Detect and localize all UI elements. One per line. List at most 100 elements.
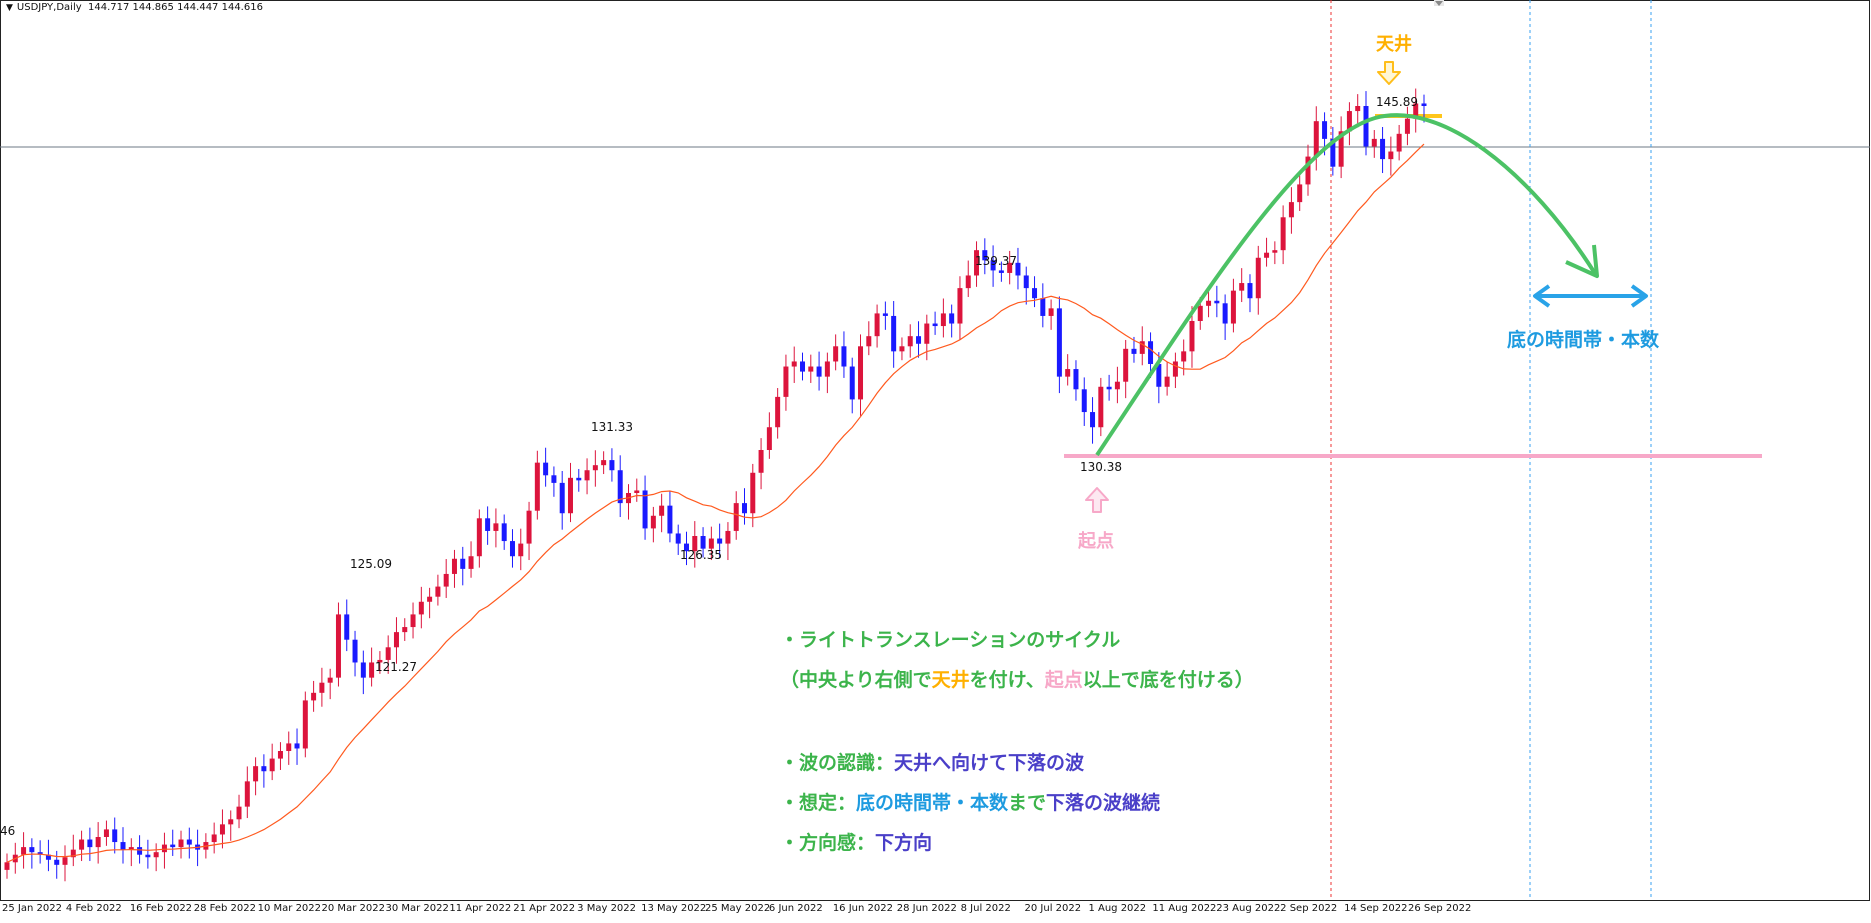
x-tick-label: 6 Jun 2022 — [768, 903, 823, 914]
x-tick-label: 13 May 2022 — [641, 903, 707, 914]
scroll-marker-icon — [1435, 1, 1443, 6]
candle-body — [302, 700, 308, 749]
candle-body — [427, 596, 433, 602]
wave-line — [1095, 113, 1598, 457]
candle-body — [1355, 106, 1361, 112]
candle-body — [1264, 252, 1270, 258]
high-label-3: 139.37 — [975, 254, 1017, 268]
candle-body — [1247, 283, 1253, 299]
candle-body — [808, 366, 814, 372]
candle-body — [1123, 348, 1129, 382]
candle-body — [907, 336, 913, 347]
candle-body — [402, 627, 408, 633]
note-line-5-a: ・方向感： — [780, 832, 876, 854]
candle-body — [824, 361, 830, 377]
note-line-2-top: 天井 — [931, 669, 970, 691]
x-tick-label: 28 Jun 2022 — [896, 903, 957, 914]
top-arrow — [1377, 61, 1401, 85]
candle-body — [178, 839, 184, 848]
candle-body — [833, 346, 839, 362]
note-line-3-b: 天井へ向けて下落の波 — [894, 752, 1085, 774]
candle-body — [1106, 386, 1112, 390]
candle-body — [1023, 275, 1029, 289]
x-tick-label: 26 Sep 2022 — [1408, 903, 1472, 914]
candle-body — [352, 639, 358, 663]
candle-body — [874, 313, 880, 337]
candle-body — [634, 490, 640, 493]
candle-body — [1297, 184, 1303, 203]
candle-body — [360, 662, 366, 678]
candle-body — [692, 536, 698, 552]
candle-body — [1239, 283, 1245, 291]
candle-body — [29, 847, 35, 853]
candle-body — [1206, 300, 1212, 306]
note-line-2: （中央より右側で天井を付け、起点以上で底を付ける） — [780, 665, 1254, 692]
candle-body — [385, 647, 391, 660]
candle-body — [700, 536, 706, 549]
dropdown-triangle-icon[interactable]: ▼ — [6, 3, 13, 13]
candle-body — [485, 518, 491, 531]
time-range-arrow — [1533, 284, 1648, 308]
bottom-time-label: 底の時間帯・本数 — [1507, 329, 1660, 351]
candles — [4, 88, 1427, 882]
candle-body — [551, 475, 557, 483]
x-tick-label: 3 May 2022 — [577, 903, 637, 914]
note-line-4-d: 下落の波継続 — [1046, 792, 1161, 814]
candle-body — [791, 361, 797, 367]
candle-body — [1305, 156, 1311, 185]
candle-body — [1065, 369, 1071, 377]
candle-body — [87, 839, 93, 848]
x-tick-label: 1 Aug 2022 — [1088, 903, 1147, 914]
candle-body — [965, 275, 971, 289]
candle-body — [1330, 138, 1336, 167]
candle-body — [982, 250, 988, 261]
candle-body — [849, 366, 855, 400]
note-line-4-c: まで — [1008, 792, 1047, 814]
candle-body — [344, 614, 350, 640]
candle-body — [584, 470, 590, 481]
candle-body — [1388, 151, 1394, 160]
candle-body — [253, 766, 259, 782]
candle-body — [1322, 121, 1328, 139]
candle-body — [418, 601, 424, 615]
candle-body — [501, 523, 507, 542]
note-line-5-b: 下方向 — [875, 832, 933, 854]
candle-body — [543, 462, 549, 476]
candle-body — [112, 829, 118, 843]
wave-arrowhead — [1565, 244, 1599, 278]
candle-body — [1139, 341, 1145, 354]
candle-body — [79, 839, 85, 850]
candle-body — [1007, 262, 1013, 273]
note-line-2-e: 以上で底を付ける） — [1082, 669, 1254, 691]
candle-body — [1380, 138, 1386, 160]
candle-body — [609, 460, 615, 471]
candle-body — [219, 824, 225, 835]
left-edge-label: 46 — [0, 824, 16, 838]
candle-body — [1404, 118, 1410, 134]
high-label-1: 125.09 — [350, 557, 392, 571]
note-line-1: ・ライトトランスレーションのサイクル — [780, 629, 1121, 651]
candle-body — [725, 530, 731, 544]
note-line-4-a: ・想定： — [780, 792, 857, 814]
chart-header: ▼ USDJPY,Daily 144.717 144.865 144.447 14… — [6, 2, 263, 13]
candle-body — [120, 842, 126, 850]
candle-body — [816, 366, 822, 377]
x-tick-label: 10 Mar 2022 — [257, 903, 322, 914]
note-line-4-b: 底の時間帯・本数 — [856, 792, 1009, 814]
candle-body — [327, 677, 333, 683]
candle-body — [54, 859, 60, 865]
candle-body — [451, 558, 457, 574]
candle-body — [269, 758, 275, 772]
candle-body — [916, 336, 922, 344]
x-tick-label: 8 Jul 2022 — [960, 903, 1011, 914]
x-tick-label: 23 Aug 2022 — [1216, 903, 1281, 914]
candle-body — [393, 632, 399, 648]
top-high-label: 145.89 — [1376, 95, 1418, 109]
candle-body — [659, 505, 665, 516]
candle-body — [410, 614, 416, 628]
candle-body — [1048, 308, 1054, 316]
candle-body — [891, 315, 897, 352]
candle-body — [1338, 131, 1344, 167]
candle-body — [1313, 121, 1319, 157]
